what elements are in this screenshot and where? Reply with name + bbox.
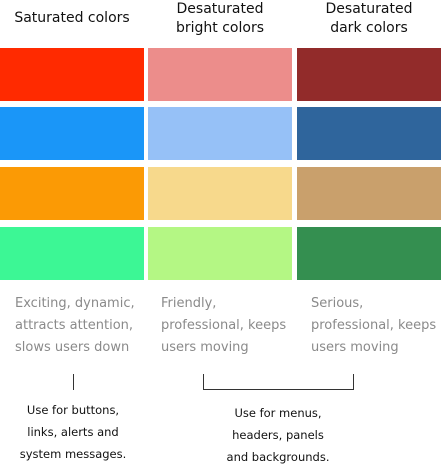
dark-description: Serious, professional, keeps users movin… <box>311 296 437 355</box>
desaturated-bracket-left <box>203 374 204 390</box>
desaturated-bracket-bottom <box>203 389 354 390</box>
swatch-dark-blue <box>297 107 441 160</box>
swatch-dark-orange <box>297 167 441 220</box>
saturated-connector-line <box>73 374 74 390</box>
swatch-bright-orange <box>148 167 292 220</box>
desaturated-dark-colors-title: Desaturated dark colors <box>325 1 413 36</box>
saturated-description: Exciting, dynamic, attracts attention, s… <box>15 296 135 355</box>
swatch-saturated-blue <box>0 107 144 160</box>
swatch-dark-green <box>297 227 441 280</box>
swatch-saturated-green <box>0 227 144 280</box>
bright-description: Friendly, professional, keeps users movi… <box>161 296 287 355</box>
swatch-saturated-orange <box>0 167 144 220</box>
saturated-usage-note: Use for buttons, links, alerts and syste… <box>19 403 127 461</box>
desaturated-usage-note: Use for menus, headers, panels and backg… <box>226 406 330 464</box>
swatch-bright-red <box>148 48 292 101</box>
desaturated-bright-colors-title: Desaturated bright colors <box>176 1 264 36</box>
desaturated-bracket-right <box>353 374 354 390</box>
swatch-bright-blue <box>148 107 292 160</box>
saturated-colors-title: Saturated colors <box>14 10 130 26</box>
swatch-bright-green <box>148 227 292 280</box>
swatch-saturated-red <box>0 48 144 101</box>
swatch-dark-red <box>297 48 441 101</box>
